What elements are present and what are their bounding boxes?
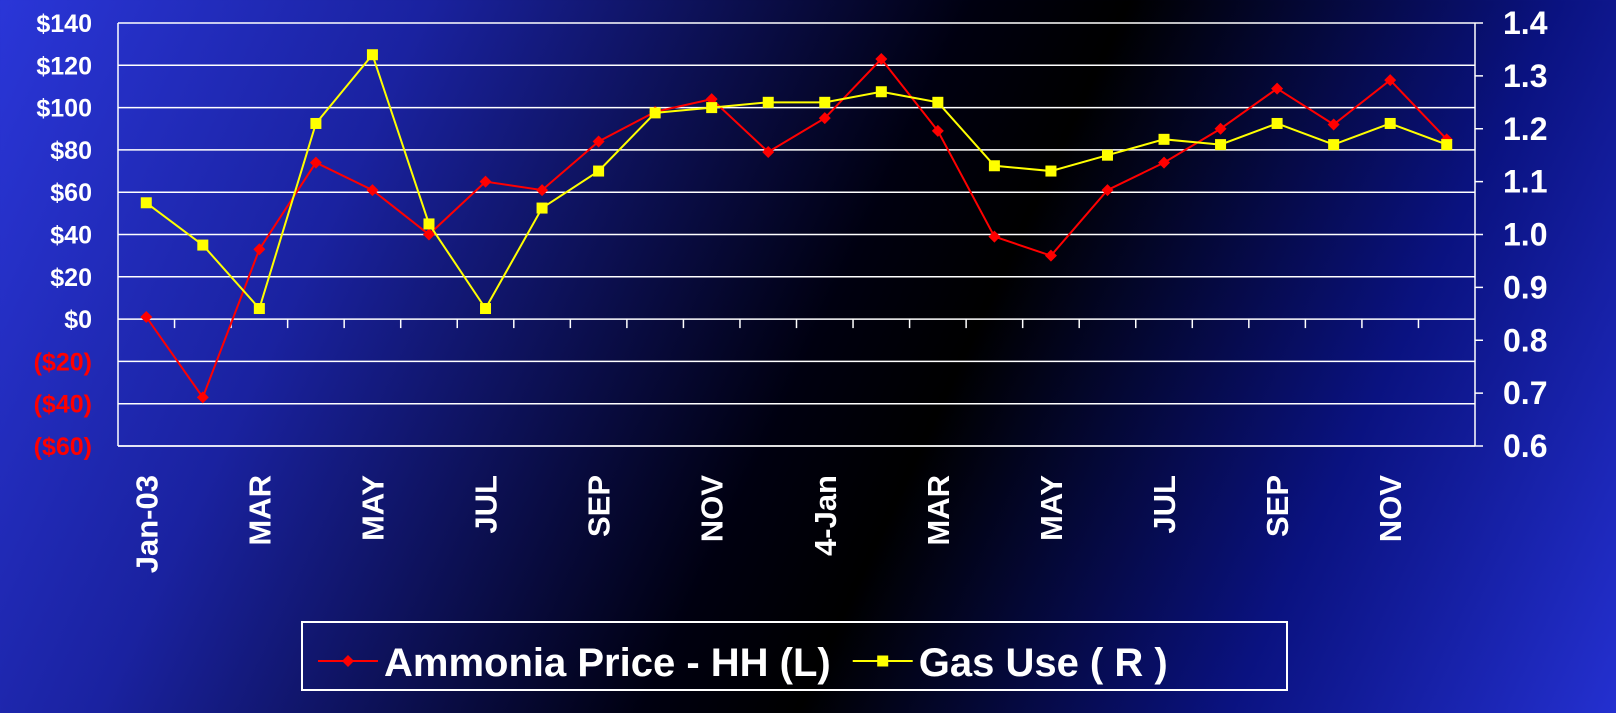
y2-tick-label: 0.8 xyxy=(1503,322,1547,358)
marker xyxy=(366,184,379,197)
marker xyxy=(140,197,152,209)
x-tick-label: Jan-03 xyxy=(129,475,164,573)
marker xyxy=(197,239,209,251)
marker xyxy=(1101,149,1113,161)
marker xyxy=(1158,156,1171,169)
legend-label: Ammonia Price - HH (L) xyxy=(384,641,831,685)
y-tick-label: $60 xyxy=(50,179,92,207)
marker xyxy=(819,96,831,108)
marker xyxy=(877,655,889,667)
marker xyxy=(1328,139,1340,151)
y-tick-label: ($20) xyxy=(34,348,92,376)
y-tick-label: $0 xyxy=(64,306,92,334)
x-tick-label: 4-Jan xyxy=(808,475,843,556)
marker xyxy=(875,52,888,65)
marker xyxy=(423,218,435,230)
marker xyxy=(1441,139,1453,151)
y2-tick-label: 1.2 xyxy=(1503,111,1547,147)
marker xyxy=(1158,133,1170,145)
marker xyxy=(988,230,1001,243)
marker xyxy=(342,655,354,667)
x-tick-label: NOV xyxy=(695,475,730,543)
y2-tick-label: 1.0 xyxy=(1503,217,1547,253)
y2-tick-label: 0.6 xyxy=(1503,428,1547,464)
y-tick-label: ($40) xyxy=(34,391,92,419)
y-tick-label: $120 xyxy=(36,52,92,80)
marker xyxy=(310,117,322,129)
legend-box xyxy=(301,621,1288,691)
marker xyxy=(480,303,492,315)
marker xyxy=(593,165,605,177)
marker xyxy=(988,160,1000,172)
marker xyxy=(1384,74,1397,87)
marker xyxy=(1044,249,1057,262)
x-tick-label: MAR xyxy=(921,475,956,546)
marker xyxy=(1271,117,1283,129)
x-tick-label: SEP xyxy=(582,475,617,537)
marker xyxy=(1327,118,1340,131)
marker xyxy=(140,310,153,323)
y-tick-label: ($60) xyxy=(34,433,92,461)
marker xyxy=(931,124,944,137)
marker xyxy=(1214,122,1227,135)
x-tick-label: MAY xyxy=(1034,475,1069,541)
marker xyxy=(592,135,605,148)
y-tick-label: $140 xyxy=(36,10,92,38)
x-tick-label: NOV xyxy=(1373,475,1408,543)
marker xyxy=(196,391,209,404)
x-tick-label: MAR xyxy=(242,475,277,546)
legend-label: Gas Use ( R ) xyxy=(919,641,1168,685)
y2-tick-label: 0.7 xyxy=(1503,375,1547,411)
y2-tick-label: 0.9 xyxy=(1503,269,1547,305)
marker xyxy=(309,156,322,169)
marker xyxy=(1384,117,1396,129)
marker xyxy=(1101,184,1114,197)
marker xyxy=(366,49,378,61)
y-tick-label: $20 xyxy=(50,264,92,292)
x-tick-label: SEP xyxy=(1260,475,1295,537)
marker xyxy=(422,228,435,241)
x-tick-label: JUL xyxy=(1147,475,1182,534)
marker xyxy=(818,112,831,125)
x-tick-label: JUL xyxy=(469,475,504,534)
marker xyxy=(479,175,492,188)
marker xyxy=(253,243,266,256)
marker xyxy=(762,146,775,159)
series-line xyxy=(145,52,1448,311)
marker xyxy=(1271,82,1284,95)
y2-tick-label: 1.3 xyxy=(1503,58,1547,94)
marker xyxy=(536,184,549,197)
marker xyxy=(1045,165,1057,177)
marker xyxy=(253,303,265,315)
y-tick-label: $100 xyxy=(36,95,92,123)
series-line xyxy=(145,57,1448,400)
x-tick-label: MAY xyxy=(355,475,390,541)
marker xyxy=(762,96,774,108)
marker xyxy=(649,107,661,119)
marker xyxy=(536,202,548,214)
y-tick-label: $40 xyxy=(50,222,92,250)
y2-tick-label: 1.4 xyxy=(1503,5,1548,41)
y2-tick-label: 1.1 xyxy=(1503,164,1547,200)
marker xyxy=(932,96,944,108)
marker xyxy=(875,86,887,98)
y-tick-label: $80 xyxy=(50,137,92,165)
marker xyxy=(1215,139,1227,151)
marker xyxy=(706,102,718,114)
